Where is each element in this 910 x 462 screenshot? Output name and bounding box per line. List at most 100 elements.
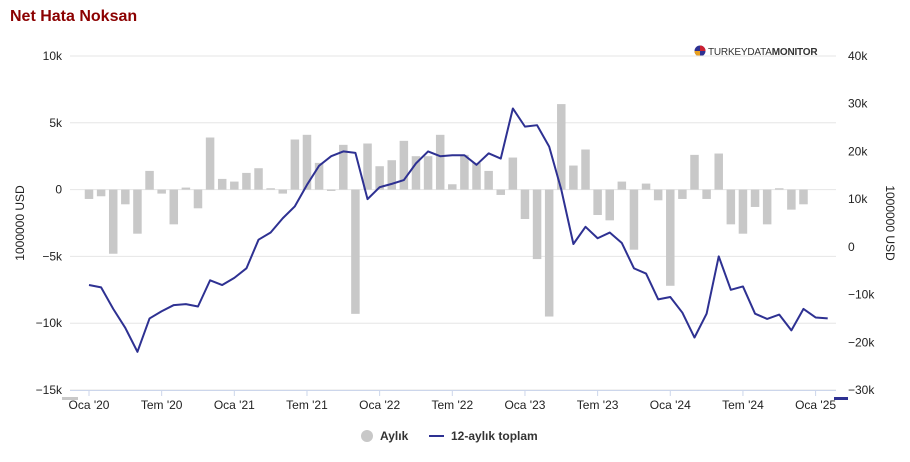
bar[interactable]: [532, 189, 542, 260]
bar[interactable]: [750, 189, 760, 207]
bar[interactable]: [641, 183, 651, 190]
left-tick-label: −5k: [42, 249, 63, 263]
bar[interactable]: [169, 189, 179, 225]
bar[interactable]: [690, 154, 699, 190]
navigator-left-handle[interactable]: [62, 397, 78, 400]
bar[interactable]: [145, 170, 154, 190]
bar[interactable]: [520, 189, 530, 219]
bar[interactable]: [569, 165, 578, 190]
bar[interactable]: [423, 156, 433, 190]
chart-title: Net Hata Noksan: [10, 8, 137, 25]
legend-item-12-aylik-toplam[interactable]: 12-aylık toplam: [429, 429, 538, 443]
bar[interactable]: [242, 172, 251, 190]
x-tick-label: Oca '20: [69, 398, 110, 412]
bar[interactable]: [460, 154, 469, 190]
bar[interactable]: [399, 140, 409, 190]
bar[interactable]: [375, 166, 384, 190]
x-tick-label: Tem '20: [141, 398, 183, 412]
bar[interactable]: [666, 189, 675, 286]
bar[interactable]: [84, 189, 94, 199]
bar[interactable]: [96, 189, 106, 197]
right-tick-label: −10k: [848, 288, 875, 302]
left-tick-label: 0: [55, 183, 62, 197]
bar[interactable]: [278, 189, 288, 194]
bar[interactable]: [205, 137, 215, 190]
bar[interactable]: [738, 189, 748, 234]
bar[interactable]: [799, 189, 808, 205]
x-tick-label: Oca '25: [795, 398, 836, 412]
bar[interactable]: [121, 189, 130, 205]
bar[interactable]: [411, 156, 421, 190]
x-tick-label: Oca '21: [214, 398, 255, 412]
x-tick-label: Tem '22: [431, 398, 473, 412]
bar[interactable]: [496, 189, 505, 195]
right-axis-ticks: −30k −20k −10k 0 10k 20k 30k 40k: [848, 49, 875, 397]
legend-item-aylik[interactable]: Aylık: [361, 429, 409, 443]
right-tick-label: −30k: [848, 383, 875, 397]
bar[interactable]: [254, 168, 263, 190]
bar[interactable]: [193, 189, 203, 209]
x-tick-label: Oca '22: [359, 398, 400, 412]
bar[interactable]: [181, 187, 191, 190]
bar[interactable]: [314, 162, 324, 190]
x-tick-label: Oca '24: [650, 398, 691, 412]
bar[interactable]: [605, 189, 614, 221]
line-series-12-aylik-toplam: [88, 107, 828, 353]
x-axis: Oca '20 Tem '20 Oca '21 Tem '21 Oca '22 Tem '…: [69, 390, 836, 412]
x-tick-label: Tem '24: [722, 398, 764, 412]
bar[interactable]: [726, 189, 736, 225]
bar[interactable]: [472, 162, 481, 190]
bar[interactable]: [653, 189, 663, 201]
bar[interactable]: [290, 139, 300, 190]
bar[interactable]: [508, 157, 518, 190]
bar[interactable]: [266, 188, 275, 190]
bar[interactable]: [326, 189, 336, 191]
bar[interactable]: [775, 188, 784, 190]
watermark-text: TURKEYDATAMONITOR: [708, 47, 818, 58]
bar[interactable]: [557, 104, 566, 190]
bar[interactable]: [339, 144, 348, 190]
watermark-logo: TURKEYDATAMONITOR: [694, 45, 819, 58]
right-tick-label: 10k: [848, 192, 868, 206]
bar[interactable]: [230, 181, 239, 190]
bar[interactable]: [702, 189, 711, 199]
bar[interactable]: [387, 160, 397, 190]
right-tick-label: 0: [848, 240, 855, 254]
bar[interactable]: [133, 189, 142, 234]
legend-label-12-aylik-toplam: 12-aylık toplam: [451, 429, 538, 443]
legend: Aylık 12-aylık toplam: [361, 429, 538, 443]
bar[interactable]: [157, 189, 166, 194]
bar[interactable]: [714, 153, 723, 190]
bar[interactable]: [581, 149, 590, 190]
bar[interactable]: [593, 189, 602, 215]
left-tick-label: 5k: [49, 116, 63, 130]
left-axis-title: 1000000 USD: [13, 185, 27, 261]
left-axis-ticks: −15k −10k −5k 0 5k 10k: [36, 49, 63, 397]
bar[interactable]: [484, 170, 493, 190]
bar[interactable]: [302, 134, 312, 190]
bar[interactable]: [617, 181, 627, 190]
left-tick-label: 10k: [43, 49, 63, 63]
right-tick-label: 30k: [848, 97, 868, 111]
bar[interactable]: [217, 178, 227, 190]
x-tick-label: Oca '23: [504, 398, 545, 412]
right-tick-label: 40k: [848, 49, 868, 63]
bar[interactable]: [363, 143, 372, 190]
bar[interactable]: [108, 189, 118, 254]
bar[interactable]: [762, 189, 772, 225]
x-tick-label: Tem '21: [286, 398, 328, 412]
watermark-globe-icon: [694, 45, 706, 57]
right-tick-label: 20k: [848, 144, 868, 158]
bar[interactable]: [678, 189, 687, 199]
left-tick-label: −15k: [36, 383, 63, 397]
bar[interactable]: [787, 189, 796, 210]
bar[interactable]: [544, 189, 554, 317]
bar[interactable]: [448, 184, 457, 190]
bar[interactable]: [629, 189, 639, 250]
gridlines: [70, 55, 836, 391]
legend-marker-aylik: [361, 430, 373, 442]
bar[interactable]: [435, 134, 445, 190]
navigator-right-handle[interactable]: [834, 397, 848, 400]
bar[interactable]: [351, 189, 360, 314]
